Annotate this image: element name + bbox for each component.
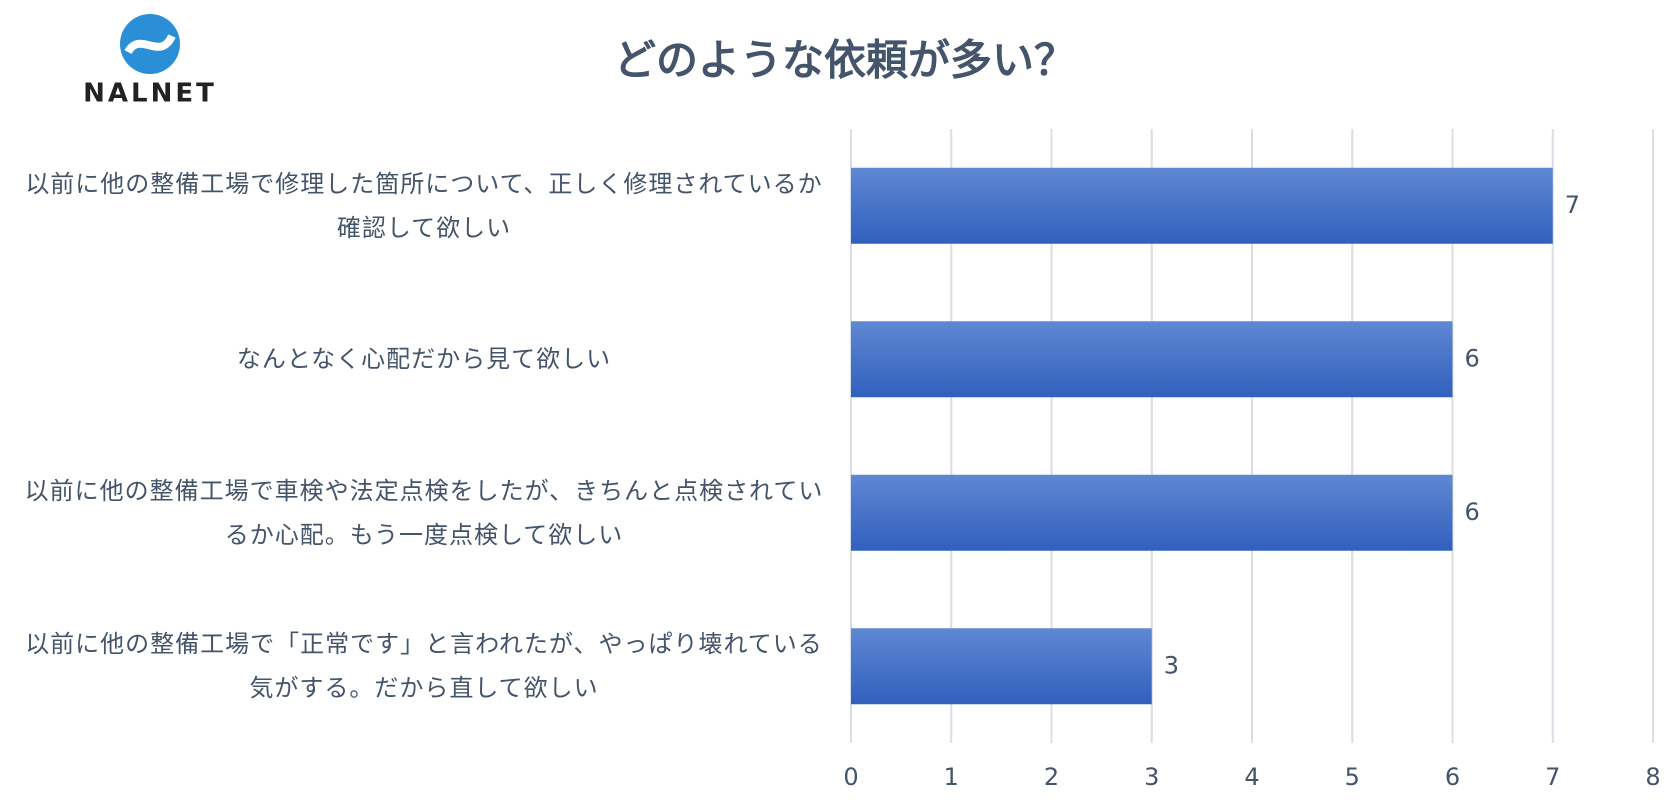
value-label: 3 bbox=[1164, 651, 1179, 679]
x-tick-label: 5 bbox=[1345, 763, 1360, 791]
value-label: 6 bbox=[1465, 498, 1480, 526]
y-tick-label: 以前に他の整備工場で修理した箇所について、正しく修理されているか確認して欲しい bbox=[25, 169, 823, 242]
x-tick-label: 8 bbox=[1645, 763, 1660, 791]
y-tick-label: 以前に他の整備工場で「正常です」と言われたが、やっぱり壊れている気がする。だから… bbox=[25, 630, 823, 703]
logo-text: NALNET bbox=[83, 79, 217, 109]
x-tick-label: 0 bbox=[843, 763, 858, 791]
bar bbox=[851, 167, 1553, 244]
y-tick-label: 以前に他の整備工場で車検や法定点検をしたが、きちんと点検されているか心配。もう一… bbox=[24, 476, 824, 549]
value-label: 6 bbox=[1465, 344, 1480, 372]
logo: NALNET bbox=[83, 14, 217, 109]
x-tick-label: 4 bbox=[1244, 763, 1259, 791]
x-tick-label: 2 bbox=[1044, 763, 1059, 791]
chart-title: どのような依頼が多い？ bbox=[614, 36, 1076, 85]
logo-swirl bbox=[124, 33, 176, 55]
y-tick-label: なんとなく心配だから見て欲しい bbox=[236, 345, 612, 374]
x-tick-label: 6 bbox=[1445, 763, 1460, 791]
bar bbox=[851, 474, 1453, 551]
x-tick-label: 7 bbox=[1545, 763, 1560, 791]
value-label: 7 bbox=[1565, 191, 1580, 219]
bar bbox=[851, 628, 1152, 705]
x-tick-label: 1 bbox=[944, 763, 959, 791]
bar bbox=[851, 321, 1453, 398]
x-tick-label: 3 bbox=[1144, 763, 1159, 791]
